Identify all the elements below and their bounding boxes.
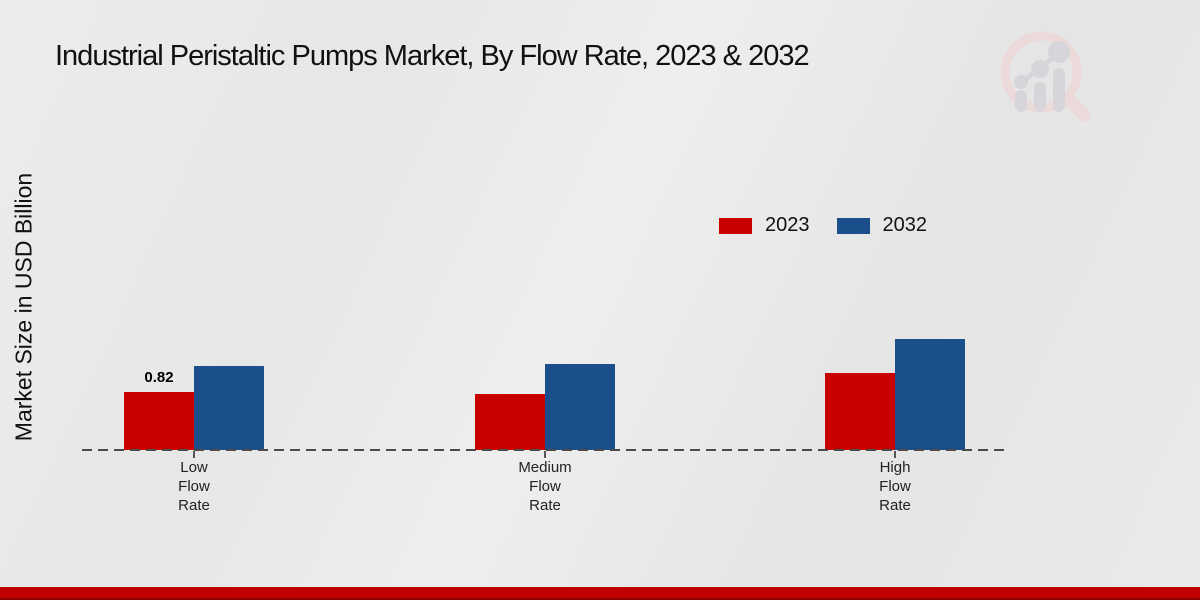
bar-2023-medium-flow-rate <box>475 394 545 450</box>
bar-2023-high-flow-rate <box>825 373 895 450</box>
legend: 2023 2032 <box>719 214 954 237</box>
legend-label-2023: 2023 <box>765 214 810 236</box>
bar-2032-medium-flow-rate <box>545 364 615 450</box>
x-axis-baseline <box>82 449 1008 451</box>
legend-swatch-2032 <box>836 217 870 234</box>
x-axis-tick <box>894 451 896 458</box>
x-axis-tick <box>544 451 546 458</box>
category-label-low-flow-rate: Low Flow Rate <box>178 459 210 514</box>
footer-red-bar <box>0 587 1200 600</box>
bar-2032-high-flow-rate <box>895 339 965 450</box>
category-label-medium-flow-rate: Medium Flow Rate <box>518 459 572 514</box>
category-label-high-flow-rate: High Flow Rate <box>879 459 911 514</box>
chart-title: Industrial Peristaltic Pumps Market, By … <box>55 40 810 72</box>
x-axis-tick <box>193 451 195 458</box>
data-label-2023: 0.82 <box>144 369 174 386</box>
bar-2023-low-flow-rate <box>124 392 194 450</box>
legend-swatch-2023 <box>719 217 752 234</box>
bar-2032-low-flow-rate <box>194 366 264 450</box>
legend-label-2032: 2032 <box>882 214 928 236</box>
market-research-logo-watermark <box>1000 31 1091 122</box>
